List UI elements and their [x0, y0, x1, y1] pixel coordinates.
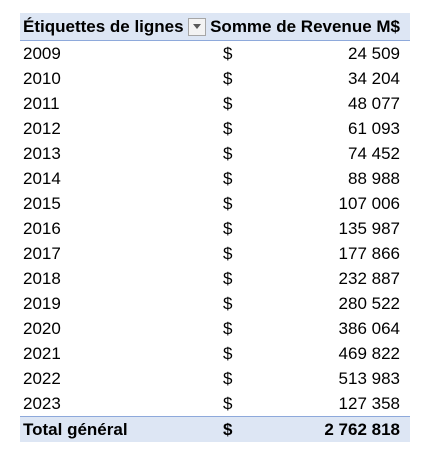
row-currency: $: [223, 193, 233, 213]
row-value: 232 887: [338, 268, 400, 288]
table-row[interactable]: 2016 $ 135 987: [20, 216, 410, 241]
row-value-cell: $ 232 887: [216, 269, 410, 289]
row-value-cell: $ 127 358: [216, 394, 410, 414]
row-value-cell: $ 107 006: [216, 194, 410, 214]
row-value: 127 358: [338, 393, 400, 413]
row-value: 386 064: [338, 318, 400, 338]
row-value: 48 077: [348, 93, 400, 113]
table-row[interactable]: 2019 $ 280 522: [20, 291, 410, 316]
row-currency: $: [223, 268, 233, 288]
row-currency: $: [223, 143, 233, 163]
row-currency: $: [223, 168, 233, 188]
row-value-cell: $ 177 866: [216, 244, 410, 264]
table-row[interactable]: 2020 $ 386 064: [20, 316, 410, 341]
row-year: 2018: [23, 268, 61, 288]
row-value: 34 204: [348, 68, 400, 88]
row-value-cell: $ 469 822: [216, 344, 410, 364]
row-value: 74 452: [348, 143, 400, 163]
grand-total-row[interactable]: Total général $ 2 762 818: [20, 416, 410, 442]
row-year: 2009: [23, 43, 61, 63]
row-value-cell: $ 61 093: [216, 119, 410, 139]
table-row[interactable]: 2017 $ 177 866: [20, 241, 410, 266]
row-year: 2015: [23, 193, 61, 213]
pivot-table: Étiquettes de lignes Somme de Revenue M$…: [20, 13, 410, 442]
filter-dropdown-button[interactable]: [188, 17, 207, 36]
row-year: 2010: [23, 68, 61, 88]
row-currency: $: [223, 218, 233, 238]
row-currency: $: [223, 393, 233, 413]
row-value-cell: $ 280 522: [216, 294, 410, 314]
row-currency: $: [223, 118, 233, 138]
row-year: 2021: [23, 343, 61, 363]
row-value-cell: $ 135 987: [216, 219, 410, 239]
row-value: 177 866: [338, 243, 400, 263]
row-value-cell: $ 34 204: [216, 69, 410, 89]
row-value-cell: $ 386 064: [216, 319, 410, 339]
row-value: 24 509: [348, 43, 400, 63]
row-labels-header[interactable]: Étiquettes de lignes: [20, 17, 208, 37]
value-field-header[interactable]: Somme de Revenue M$: [208, 17, 410, 37]
row-year: 2016: [23, 218, 61, 238]
row-year: 2023: [23, 393, 61, 413]
row-value: 513 983: [338, 368, 400, 388]
table-row[interactable]: 2022 $ 513 983: [20, 366, 410, 391]
row-value: 135 987: [338, 218, 400, 238]
row-value-cell: $ 88 988: [216, 169, 410, 189]
row-currency: $: [223, 343, 233, 363]
row-year: 2020: [23, 318, 61, 338]
table-row[interactable]: 2013 $ 74 452: [20, 141, 410, 166]
table-row[interactable]: 2012 $ 61 093: [20, 116, 410, 141]
value-field-header-text: Somme de Revenue M$: [210, 16, 400, 36]
grand-total-label: Total général: [23, 419, 128, 439]
table-row[interactable]: 2009 $ 24 509: [20, 41, 410, 66]
row-labels-header-text: Étiquettes de lignes: [23, 16, 184, 36]
row-year: 2019: [23, 293, 61, 313]
row-value-cell: $ 48 077: [216, 94, 410, 114]
table-row[interactable]: 2018 $ 232 887: [20, 266, 410, 291]
row-currency: $: [223, 43, 233, 63]
row-value-cell: $ 74 452: [216, 144, 410, 164]
row-value: 280 522: [338, 293, 400, 313]
table-row[interactable]: 2011 $ 48 077: [20, 91, 410, 116]
row-currency: $: [223, 243, 233, 263]
row-value-cell: $ 24 509: [216, 44, 410, 64]
table-row[interactable]: 2010 $ 34 204: [20, 66, 410, 91]
pivot-header-row: Étiquettes de lignes Somme de Revenue M$: [20, 13, 410, 41]
row-year: 2014: [23, 168, 61, 188]
table-row[interactable]: 2021 $ 469 822: [20, 341, 410, 366]
row-year: 2017: [23, 243, 61, 263]
grand-total-value: 2 762 818: [324, 419, 400, 439]
row-value: 61 093: [348, 118, 400, 138]
row-value: 469 822: [338, 343, 400, 363]
grand-total-currency: $: [223, 419, 233, 439]
table-row[interactable]: 2015 $ 107 006: [20, 191, 410, 216]
row-value: 88 988: [348, 168, 400, 188]
grand-total-value-cell: $ 2 762 818: [216, 420, 410, 440]
row-currency: $: [223, 318, 233, 338]
row-currency: $: [223, 68, 233, 88]
row-value: 107 006: [338, 193, 400, 213]
row-year: 2011: [23, 93, 60, 113]
dropdown-arrow-icon: [193, 24, 202, 29]
table-row[interactable]: 2014 $ 88 988: [20, 166, 410, 191]
row-year: 2012: [23, 118, 61, 138]
table-row[interactable]: 2023 $ 127 358: [20, 391, 410, 416]
row-currency: $: [223, 293, 233, 313]
pivot-body: 2009 $ 24 509 2010 $ 34 204 2011 $ 48 07…: [20, 41, 410, 416]
row-currency: $: [223, 93, 233, 113]
row-value-cell: $ 513 983: [216, 369, 410, 389]
row-currency: $: [223, 368, 233, 388]
row-year: 2013: [23, 143, 61, 163]
row-year: 2022: [23, 368, 61, 388]
